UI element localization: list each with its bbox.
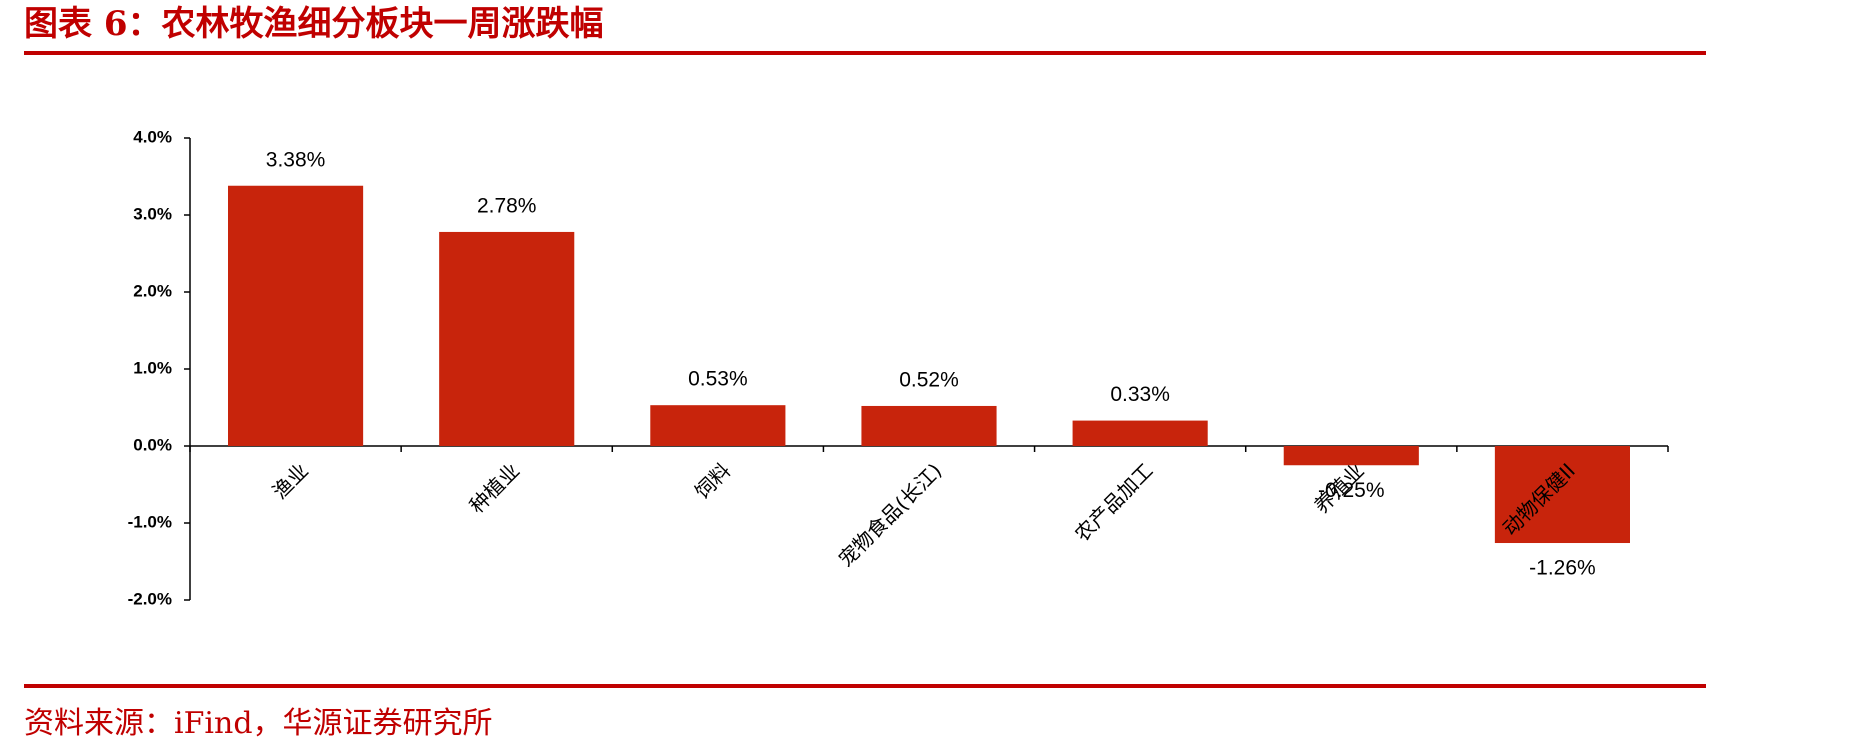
- value-label: -0.25%: [1318, 479, 1385, 502]
- y-tick-label: 1.0%: [133, 358, 172, 377]
- value-label: 0.33%: [1110, 383, 1170, 406]
- x-tick-label: 宠物食品(长江): [834, 458, 947, 571]
- x-tick-label: 渔业: [268, 458, 313, 503]
- y-tick-label: 2.0%: [133, 281, 172, 300]
- bar: [1494, 446, 1630, 544]
- y-tick-label: 0.0%: [133, 435, 172, 454]
- bar: [650, 405, 786, 446]
- bar: [228, 185, 364, 447]
- y-tick-label: -2.0%: [128, 589, 172, 608]
- bar: [861, 405, 997, 446]
- bar: [439, 231, 575, 446]
- x-tick-label: 饲料: [690, 458, 735, 503]
- value-label: 0.53%: [688, 368, 748, 391]
- value-label: -1.26%: [1529, 557, 1596, 580]
- bar: [1072, 420, 1208, 446]
- value-label: 3.38%: [266, 148, 326, 171]
- y-tick-label: -1.0%: [128, 512, 172, 531]
- source-note: 资料来源：iFind，华源证券研究所: [24, 706, 493, 741]
- y-tick-label: 3.0%: [133, 204, 172, 223]
- value-label: 2.78%: [477, 194, 537, 217]
- bar: [1283, 446, 1419, 466]
- y-tick-label: 4.0%: [133, 127, 172, 146]
- x-tick-label: 种植业: [465, 458, 524, 517]
- value-label: 0.52%: [899, 369, 959, 392]
- x-tick-label: 农产品加工: [1070, 458, 1158, 546]
- chart-title: 图表 6：农林牧渔细分板块一周涨跌幅: [24, 4, 604, 44]
